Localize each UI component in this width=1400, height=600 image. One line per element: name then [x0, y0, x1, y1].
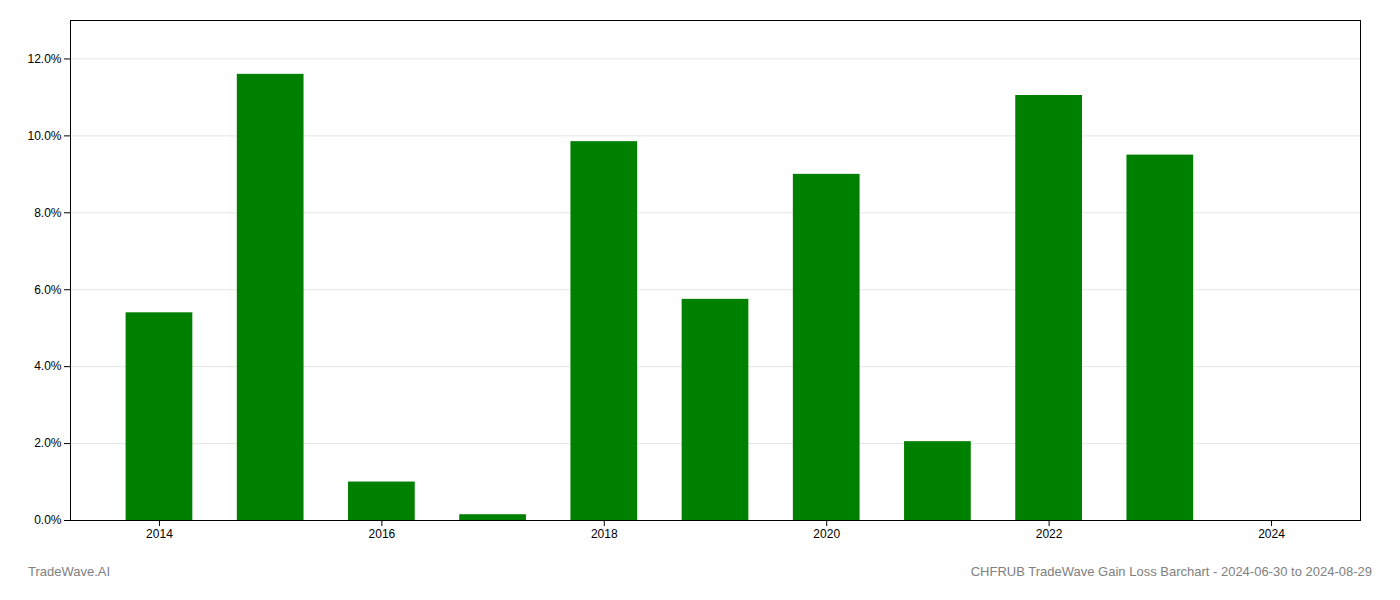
svg-text:8.0%: 8.0% — [34, 206, 62, 220]
html-text:CHFRUB TradeWave Gain Loss Bar: CHFRUB TradeWave Gain Loss Barchart - 20… — [970, 564, 1372, 579]
svg-text:6.0%: 6.0% — [34, 283, 62, 297]
svg-text:2016: 2016 — [369, 527, 396, 541]
svg-text:2020: 2020 — [813, 527, 840, 541]
svg-text:2018: 2018 — [591, 527, 618, 541]
svg-text:4.0%: 4.0% — [34, 359, 62, 373]
svg-text:10.0%: 10.0% — [27, 129, 61, 143]
svg-text:2024: 2024 — [1258, 527, 1285, 541]
svg-text:12.0%: 12.0% — [27, 52, 61, 66]
svg-text:2022: 2022 — [1036, 527, 1063, 541]
svg-text:2014: 2014 — [146, 527, 173, 541]
svg-text:0.0%: 0.0% — [34, 513, 62, 527]
html-text:TradeWave.AI: TradeWave.AI — [28, 564, 111, 579]
svg-text:2.0%: 2.0% — [34, 436, 62, 450]
